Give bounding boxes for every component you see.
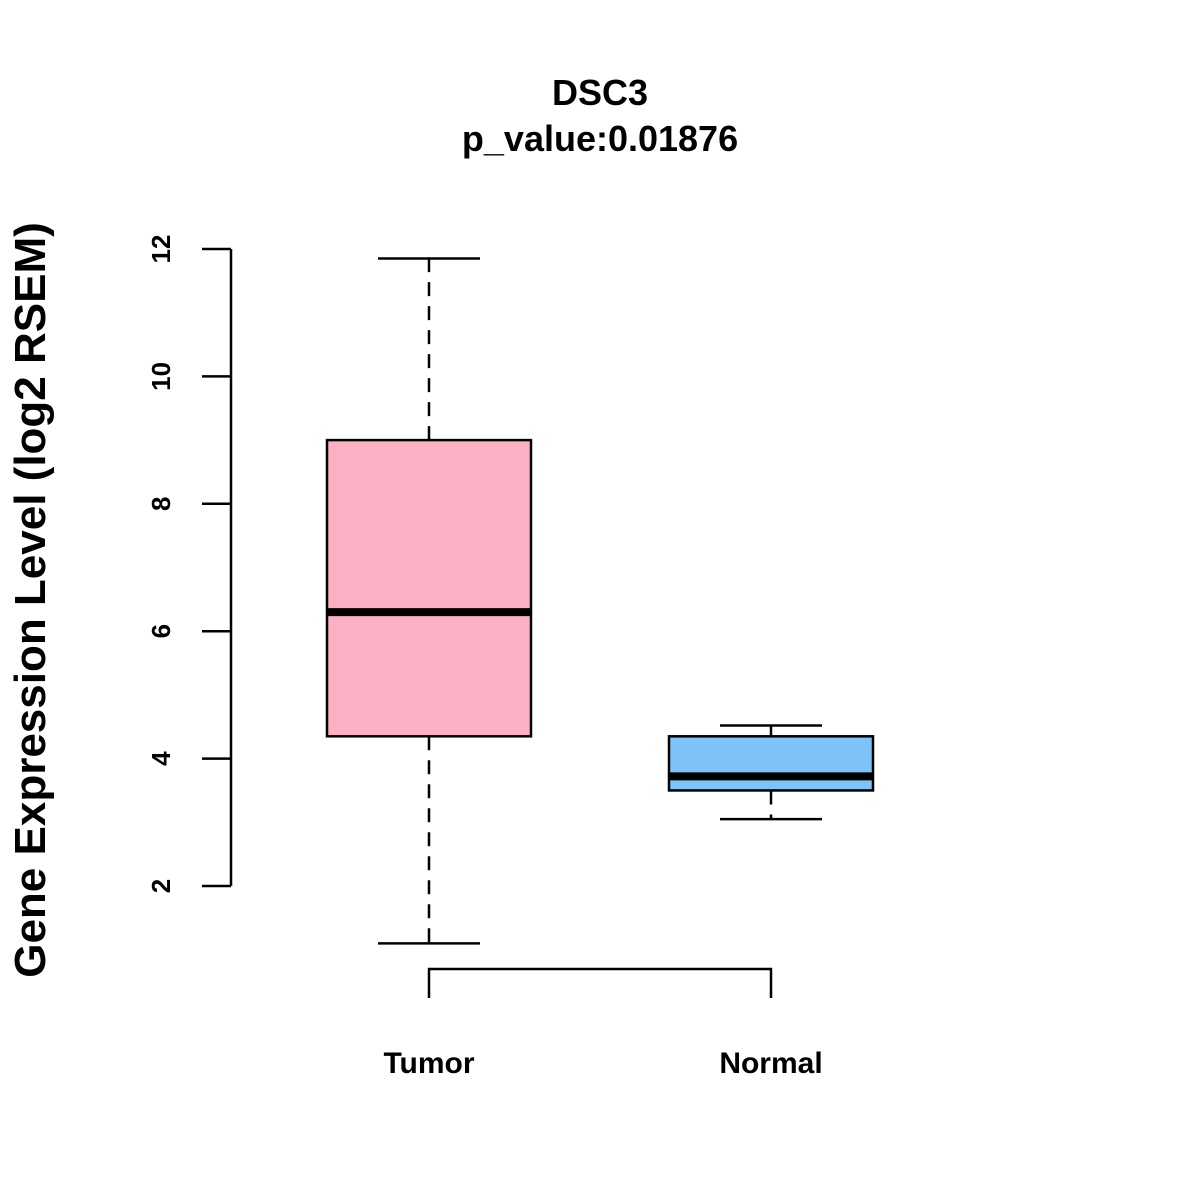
y-axis: 2 4 6 8 10 12 [146, 235, 233, 893]
box-tumor [325, 257, 533, 945]
chart-title: DSC3 [552, 72, 648, 113]
chart-subtitle: p_value:0.01876 [462, 118, 738, 159]
bracket-line [427, 967, 773, 998]
y-axis-label: Gene Expression Level (log2 RSEM) [6, 222, 55, 978]
box-normal [667, 724, 875, 821]
y-tick-label: 4 [146, 751, 176, 766]
x-category-label: Tumor [383, 1047, 474, 1080]
y-tick-label: 2 [146, 879, 176, 893]
y-tick-label: 12 [146, 235, 176, 264]
significance-bracket [427, 967, 773, 998]
boxes [325, 257, 875, 945]
y-tick-label: 10 [146, 362, 176, 391]
iqr-box [325, 438, 533, 738]
x-category-label: Normal [719, 1047, 822, 1080]
iqr-box [667, 735, 875, 792]
y-tick-label: 8 [146, 497, 176, 511]
y-tick-label: 6 [146, 624, 176, 638]
x-category-labels: Tumor Normal [383, 1047, 822, 1080]
